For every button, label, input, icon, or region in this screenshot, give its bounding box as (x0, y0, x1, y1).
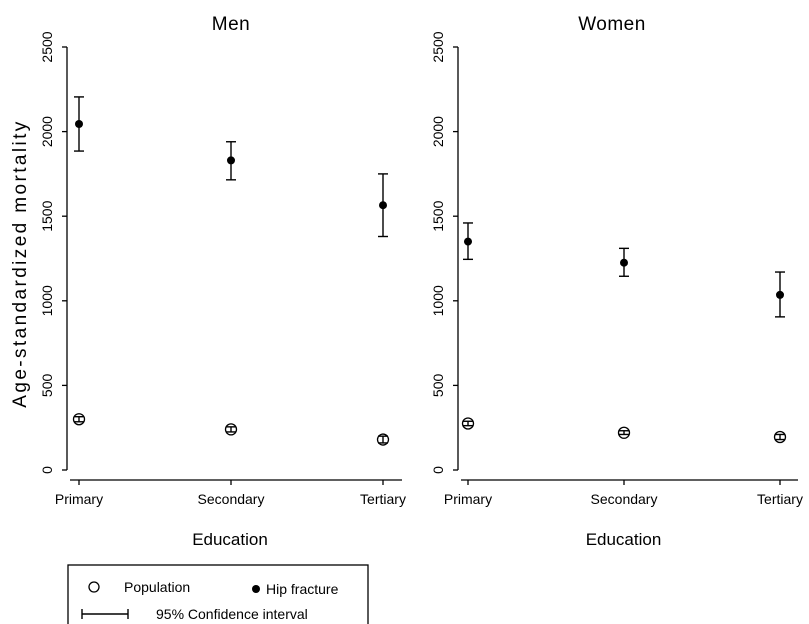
y-tick-label: 1500 (39, 200, 55, 231)
population-point (617, 426, 631, 439)
panel-title: Men (212, 14, 250, 35)
hip-fracture-point (620, 258, 628, 267)
population-ci-bar (463, 420, 473, 427)
hip-fracture-point (379, 201, 387, 210)
legend: Population Hip fracture 95% Confidence i… (67, 564, 369, 624)
x-axis-title: Education (586, 530, 662, 549)
population-ci-bar (74, 416, 84, 423)
population-point (72, 413, 86, 426)
y-axis-title: Age-standardized mortality (10, 119, 31, 407)
legend-hip-fracture-marker (252, 585, 260, 593)
population-ci-bar (619, 430, 629, 436)
legend-hip-fracture-label: Hip fracture (266, 581, 339, 597)
y-tick-label: 0 (39, 466, 55, 474)
panel-0: Men 0 500 1000 1500 2000 2500 Age-standardized … (10, 14, 406, 549)
population-point (376, 433, 390, 446)
y-tick-label: 500 (430, 374, 446, 398)
population-point (461, 417, 475, 430)
y-tick-label: 2000 (430, 116, 446, 147)
x-tick-label: Primary (444, 491, 492, 507)
x-tick-label: Tertiary (757, 491, 803, 507)
legend-ci-symbol (81, 609, 129, 619)
population-point (773, 430, 787, 444)
y-tick-label: 1000 (430, 285, 446, 316)
x-tick-label: Secondary (591, 491, 658, 507)
hip-fracture-point (776, 290, 784, 299)
x-tick-label: Primary (55, 491, 103, 507)
hip-fracture-point (227, 156, 235, 165)
population-point (224, 423, 238, 436)
population-ci-bar (378, 435, 388, 444)
x-tick-label: Secondary (198, 491, 265, 507)
y-tick-label: 1000 (39, 285, 55, 316)
y-tick-label: 0 (430, 466, 446, 474)
y-tick-label: 500 (39, 374, 55, 398)
panel-1: Women 0 500 1000 1500 2000 2500 Primary Secondar… (430, 14, 803, 549)
x-axis-title: Education (192, 530, 268, 549)
y-tick-label: 2500 (39, 31, 55, 62)
population-ci-bar (226, 426, 236, 433)
y-tick-label: 1500 (430, 200, 446, 231)
legend-population-label: Population (124, 579, 190, 595)
population-ci-bar (775, 433, 785, 441)
y-tick-label: 2000 (39, 116, 55, 147)
y-tick-label: 2500 (430, 31, 446, 62)
legend-ci-label: 95% Confidence interval (156, 606, 308, 622)
panel-title: Women (578, 14, 646, 35)
hip-fracture-point (464, 237, 472, 246)
legend-population-marker (88, 581, 100, 593)
hip-fracture-point (75, 119, 83, 128)
x-tick-label: Tertiary (360, 491, 406, 507)
